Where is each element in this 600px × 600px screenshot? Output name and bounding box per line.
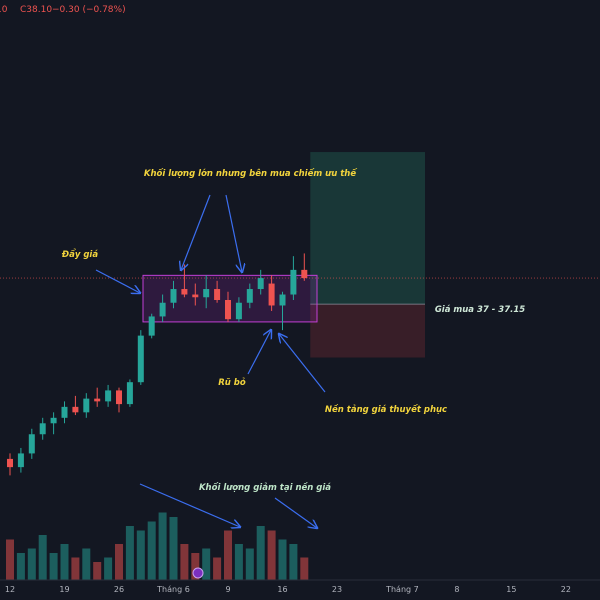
- annotation: Rũ bỏ: [218, 377, 246, 388]
- volume-bar: [136, 530, 145, 580]
- x-tick-label: 19: [59, 585, 69, 594]
- candle-body: [268, 283, 275, 306]
- x-tick-label: 8: [454, 585, 459, 594]
- candle-body: [290, 269, 297, 295]
- candle-body: [225, 300, 231, 320]
- arrow: [181, 194, 211, 270]
- volume-bar: [38, 535, 47, 580]
- volume-bar: [169, 517, 178, 580]
- candle-body: [61, 406, 68, 418]
- x-tick-label: 22: [561, 585, 571, 594]
- volume-bar: [16, 553, 25, 580]
- annotation: Khối lượng giảm tại nền giá: [199, 482, 331, 493]
- x-tick-label: 16: [277, 585, 287, 594]
- x-tick-label: Tháng 7: [385, 585, 419, 594]
- annotation: Nền tảng giá thuyết phục: [325, 404, 447, 415]
- volume-bar: [300, 557, 309, 580]
- volume-bar: [256, 526, 265, 580]
- volume-bar: [213, 557, 222, 580]
- arrow: [225, 194, 242, 272]
- candle-body: [257, 278, 264, 290]
- header-close: C38.10: [20, 5, 52, 15]
- event-icon[interactable]: [192, 567, 204, 579]
- candle-body: [7, 458, 13, 468]
- x-tick-label: 12: [5, 585, 15, 594]
- x-tick-label: Tháng 6: [156, 585, 190, 594]
- candle-body: [301, 269, 308, 279]
- stop-zone: [310, 304, 425, 358]
- candle-body: [116, 390, 122, 405]
- candle-body: [17, 453, 24, 468]
- volume-bar: [71, 557, 80, 580]
- volume-bar: [278, 539, 287, 580]
- volume-bar: [125, 526, 134, 580]
- volume-bar: [191, 553, 200, 580]
- candle-body: [214, 289, 221, 300]
- volume-bar: [158, 512, 167, 580]
- candle-body: [192, 294, 199, 298]
- header-prefix: 10: [0, 5, 8, 15]
- arrows: [95, 194, 326, 528]
- annotation: Giá mua 37 - 37.15: [435, 305, 525, 315]
- arrow: [279, 334, 326, 393]
- arrow: [95, 269, 140, 293]
- candle-body: [50, 417, 57, 424]
- candle-body: [159, 302, 166, 317]
- arrow: [139, 483, 240, 527]
- volume-bar: [82, 548, 91, 580]
- annotation: Đẩy giá: [61, 249, 98, 260]
- header-change: −0.30 (−0.78%): [52, 5, 126, 15]
- candle-body: [137, 335, 144, 383]
- candle-body: [170, 289, 177, 303]
- x-tick-label: 23: [332, 585, 342, 594]
- candle-body: [72, 406, 79, 413]
- volume-bar: [6, 539, 14, 580]
- volume-bar: [224, 530, 232, 580]
- arrow: [247, 330, 271, 375]
- candle-body: [246, 289, 253, 303]
- volume-bar: [267, 530, 276, 580]
- candle-body: [181, 289, 188, 295]
- candle-body: [39, 423, 46, 435]
- volume-bar: [245, 548, 254, 580]
- target-zone: [310, 152, 425, 305]
- candle-body: [83, 398, 90, 413]
- volume-bar: [49, 553, 58, 580]
- candle-body: [28, 434, 35, 454]
- plot: [0, 152, 600, 580]
- volume-bar: [104, 557, 113, 580]
- volume-bar: [234, 544, 243, 580]
- volume-bar: [147, 521, 156, 580]
- volume-bar: [93, 562, 102, 580]
- annotation: Khối lượng lớn nhưng bên mua chiếm ưu th…: [144, 168, 357, 179]
- candle-body: [203, 289, 210, 298]
- volume-bar: [180, 544, 189, 580]
- volume-bar: [60, 544, 69, 580]
- candle-body: [235, 302, 242, 320]
- x-tick-label: 26: [114, 585, 124, 594]
- x-tick-label: 15: [506, 585, 516, 594]
- candle-body: [105, 390, 112, 402]
- x-tick-label: 9: [225, 585, 230, 594]
- arrow: [274, 497, 317, 528]
- candle-body: [148, 316, 155, 336]
- volume-bar: [289, 544, 298, 580]
- candle-body: [126, 382, 133, 405]
- candle-body: [94, 398, 101, 402]
- volume-bar: [27, 548, 36, 580]
- volume-bar: [115, 544, 123, 580]
- candle-body: [279, 294, 286, 306]
- volume-bar: [202, 548, 211, 580]
